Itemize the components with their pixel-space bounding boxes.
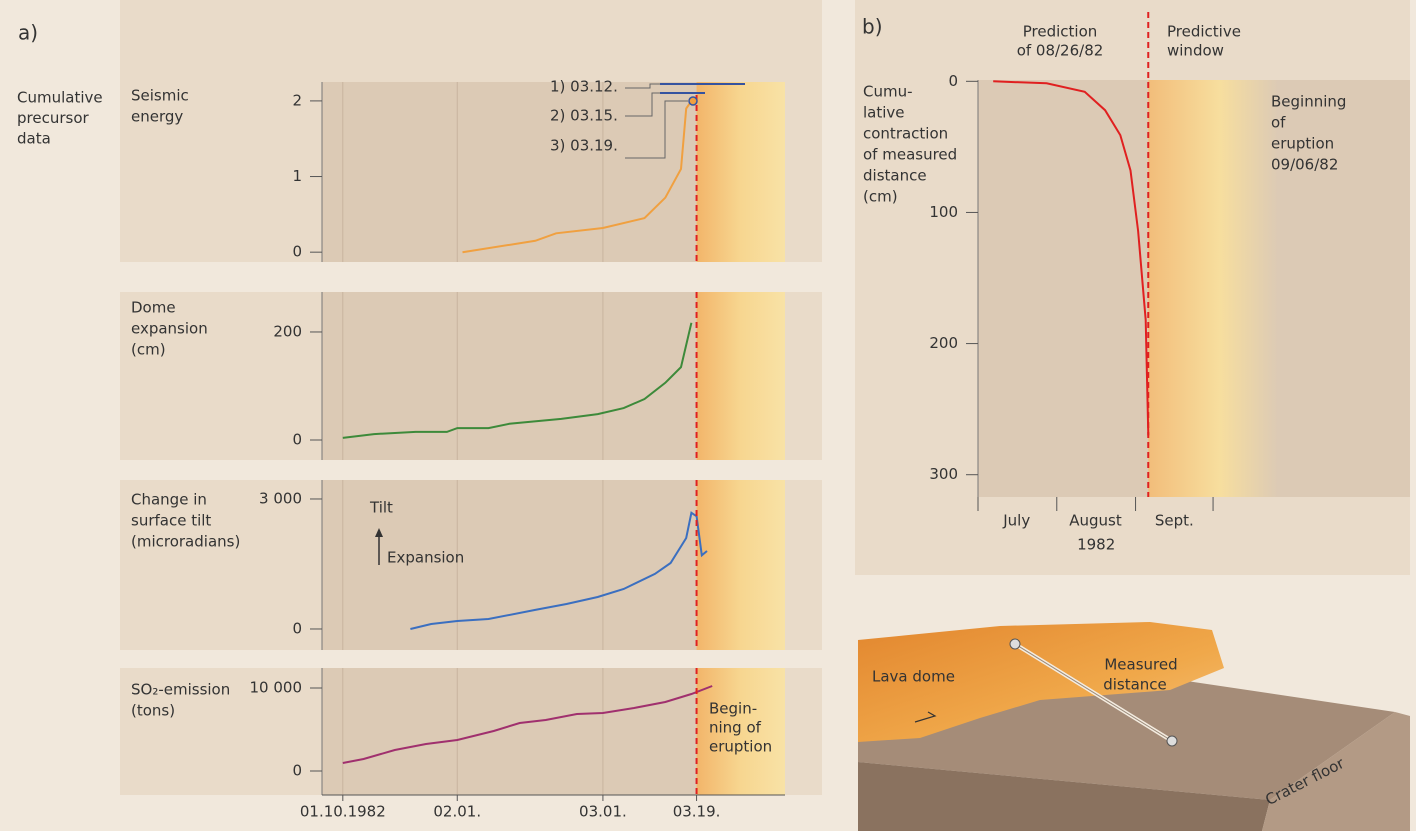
x-tick-label: 01.10.1982	[300, 803, 386, 821]
y-tick-label: 200	[929, 334, 958, 352]
annotation: Expansion	[387, 549, 464, 567]
prediction-point	[689, 97, 697, 105]
annotation: eruption	[709, 738, 772, 756]
y-axis-label: surface tilt	[131, 512, 211, 530]
prediction-label: 1) 03.12.	[550, 78, 618, 96]
y-axis-label: expansion	[131, 320, 208, 338]
crater-diagram: Lava dome Measured distance Crater floor	[858, 622, 1410, 831]
y-axis-label: distance	[863, 167, 927, 185]
y-tick-label: 0	[292, 761, 302, 779]
predictive-window	[697, 292, 785, 460]
eruption-label: 09/06/82	[1271, 156, 1338, 174]
y-axis-label: energy	[131, 108, 183, 126]
y-axis-label: contraction	[863, 125, 948, 143]
y-tick-label: 0	[292, 243, 302, 261]
y-axis-label: Seismic	[131, 87, 189, 105]
y-axis-label: of measured	[863, 146, 957, 164]
annotation: ning of	[709, 719, 762, 737]
eruption-label: of	[1271, 114, 1286, 132]
side-label: Cumulative	[17, 89, 103, 107]
x-axis-label: 1982	[1077, 536, 1115, 554]
annotation: Tilt	[369, 499, 393, 517]
panel-label: a)	[18, 21, 38, 45]
x-tick-label: Sept.	[1155, 512, 1194, 530]
side-label: data	[17, 130, 51, 148]
predictive-window	[697, 480, 785, 650]
y-tick-label: 0	[948, 72, 958, 90]
predictive-window	[1148, 80, 1278, 497]
predictive-window	[697, 82, 785, 262]
dome-label: Lava dome	[872, 668, 955, 686]
x-tick-label: August	[1069, 512, 1122, 530]
prediction-label: 3) 03.19.	[550, 137, 618, 155]
panel-label: b)	[862, 15, 883, 39]
x-tick-label: 03.19.	[673, 803, 721, 821]
side-label: precursor	[17, 109, 90, 127]
prediction-label: 2) 03.15.	[550, 107, 618, 125]
distance-label: Measured	[1104, 656, 1177, 674]
y-axis-label: lative	[863, 104, 905, 122]
y-axis-label: Dome	[131, 299, 176, 317]
benchmark	[1010, 639, 1020, 649]
eruption-label: eruption	[1271, 135, 1334, 153]
figure: a) Cumulative precursor data Predictive wind…	[0, 0, 1416, 831]
y-axis-label: (tons)	[131, 702, 175, 720]
y-axis-label: (cm)	[863, 188, 898, 206]
y-tick-label: 3 000	[259, 489, 302, 507]
y-tick-label: 1	[292, 167, 302, 185]
prediction-label: of 08/26/82	[1017, 42, 1104, 60]
eruption-label: Beginning	[1271, 93, 1346, 111]
y-tick-label: 300	[929, 465, 958, 483]
distance-label: distance	[1103, 676, 1167, 694]
y-axis-label: Change in	[131, 491, 207, 509]
y-tick-label: 200	[273, 322, 302, 340]
x-tick-label: 02.01.	[433, 803, 481, 821]
window-label: Predictive	[1167, 23, 1241, 41]
y-tick-label: 100	[929, 203, 958, 221]
y-axis-label: Cumu-	[863, 83, 913, 101]
reflector	[1167, 736, 1177, 746]
x-tick-label: 03.01.	[579, 803, 627, 821]
y-tick-label: 2	[292, 91, 302, 109]
y-tick-label: 0	[292, 431, 302, 449]
window-label: window	[1167, 42, 1224, 60]
y-axis-label: SO₂-emission	[131, 681, 230, 699]
y-tick-label: 10 000	[250, 679, 303, 697]
annotation: Begin-	[709, 700, 757, 718]
y-axis-label: (cm)	[131, 341, 166, 359]
prediction-label: Prediction	[1023, 23, 1098, 41]
x-tick-label: July	[1002, 512, 1030, 530]
y-tick-label: 0	[292, 619, 302, 637]
y-axis-label: (microradians)	[131, 533, 240, 551]
page: a) Cumulative precursor data Predictive wind…	[0, 0, 1416, 831]
